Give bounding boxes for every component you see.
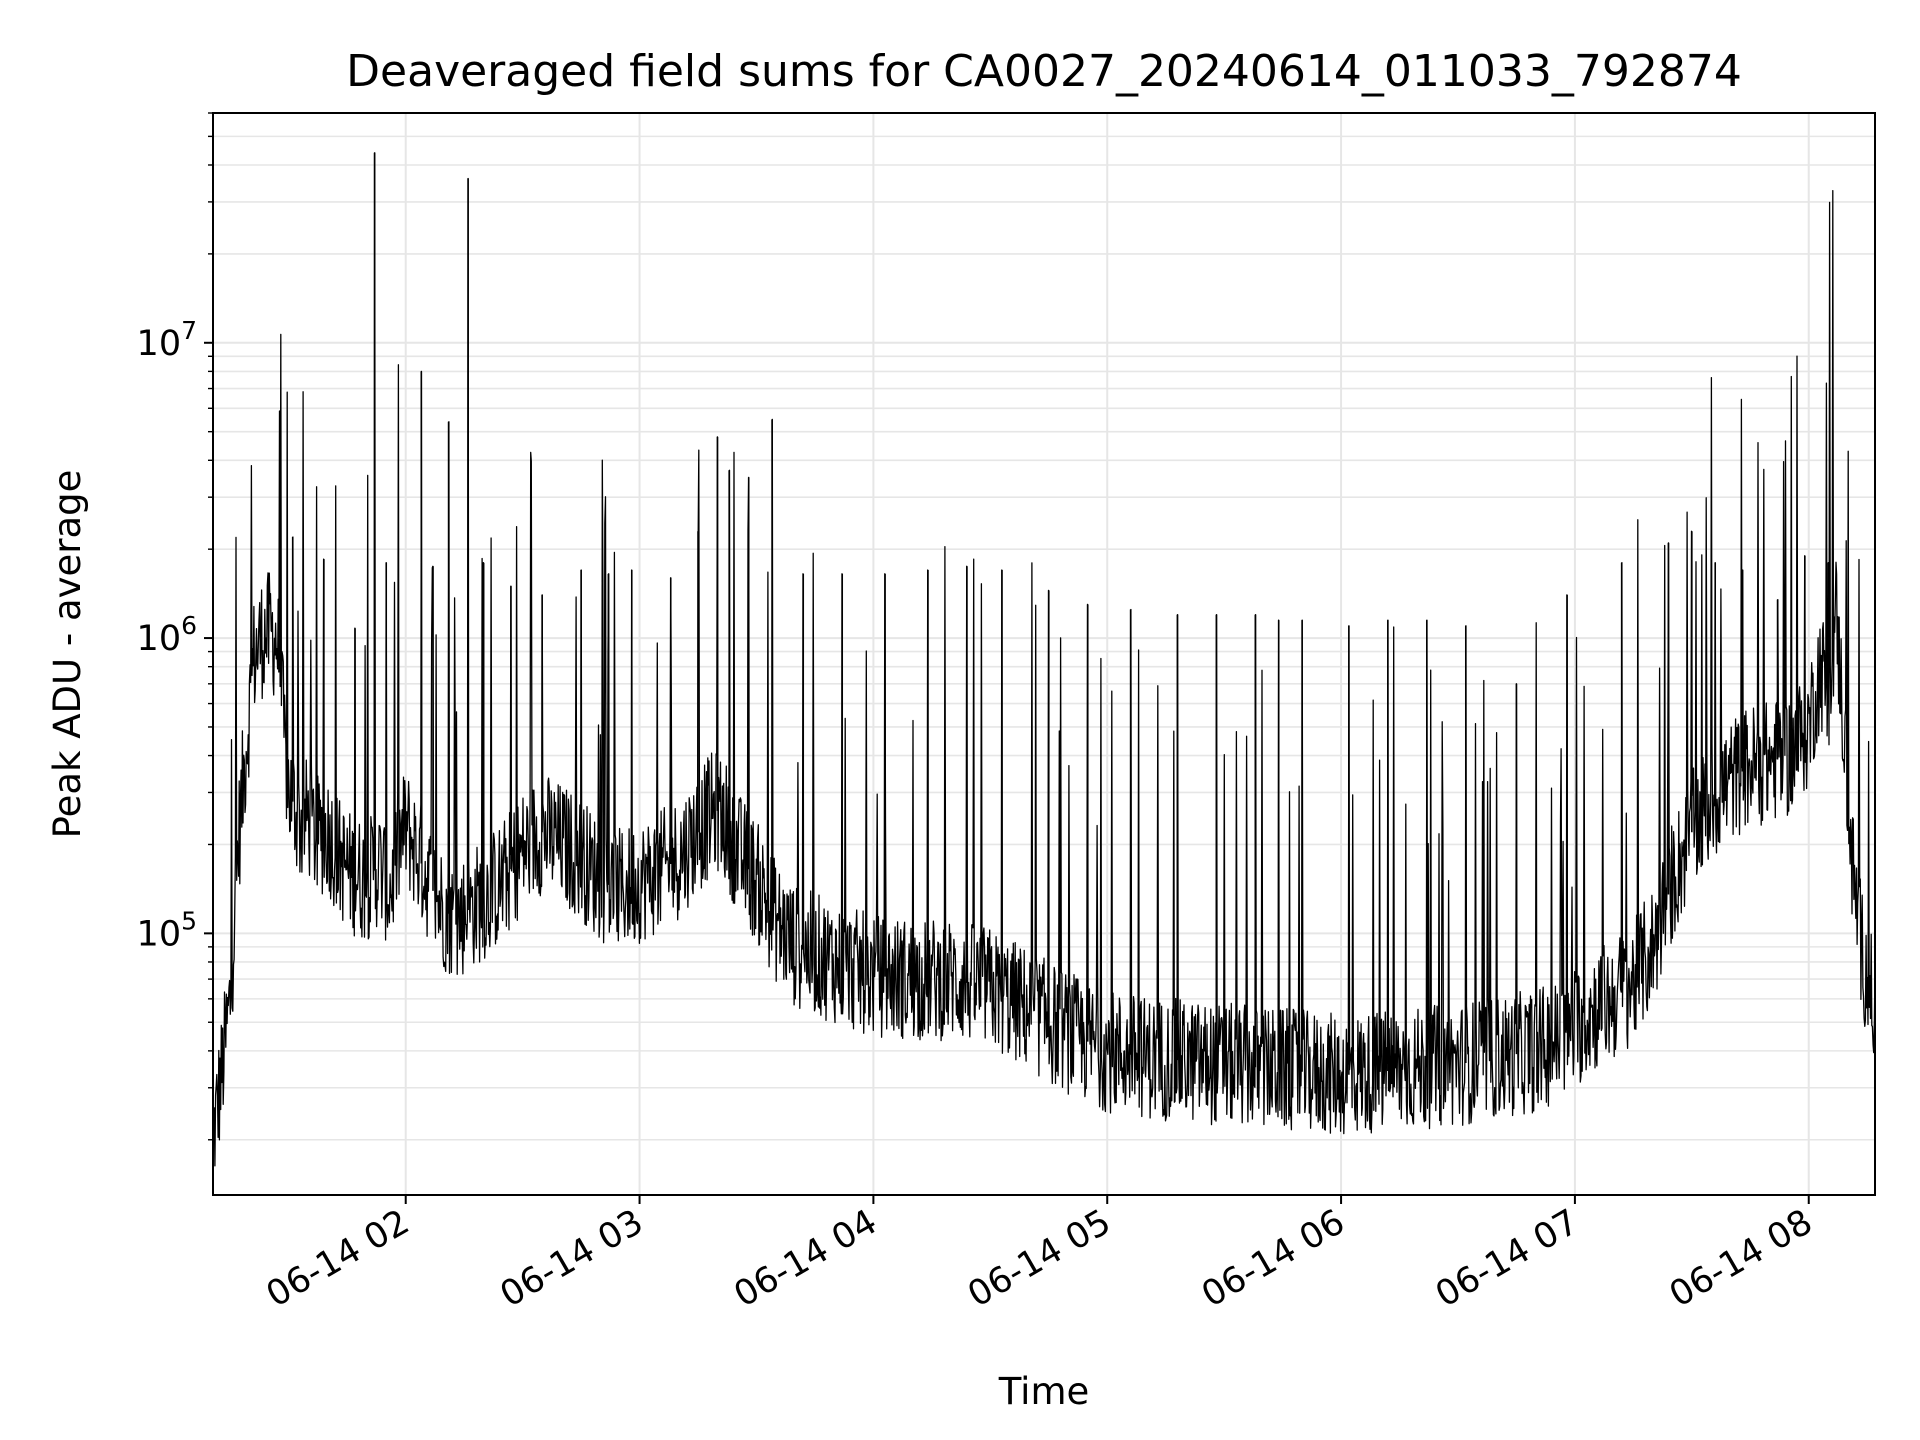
axes-frame [212, 112, 1876, 1196]
plot-area [212, 152, 1876, 1167]
x-axis-label: Time [998, 1370, 1090, 1413]
y-tick-label: 107 [137, 316, 197, 364]
y-axis: 105 106 107 [137, 112, 213, 1141]
y-tick-label: 106 [137, 611, 197, 659]
y-axis-label: Peak ADU - average [46, 470, 89, 839]
chart-title: Deaveraged field sums for CA0027_2024061… [346, 46, 1742, 97]
y-tick-label: 105 [137, 906, 197, 954]
series-line [212, 152, 1876, 1167]
